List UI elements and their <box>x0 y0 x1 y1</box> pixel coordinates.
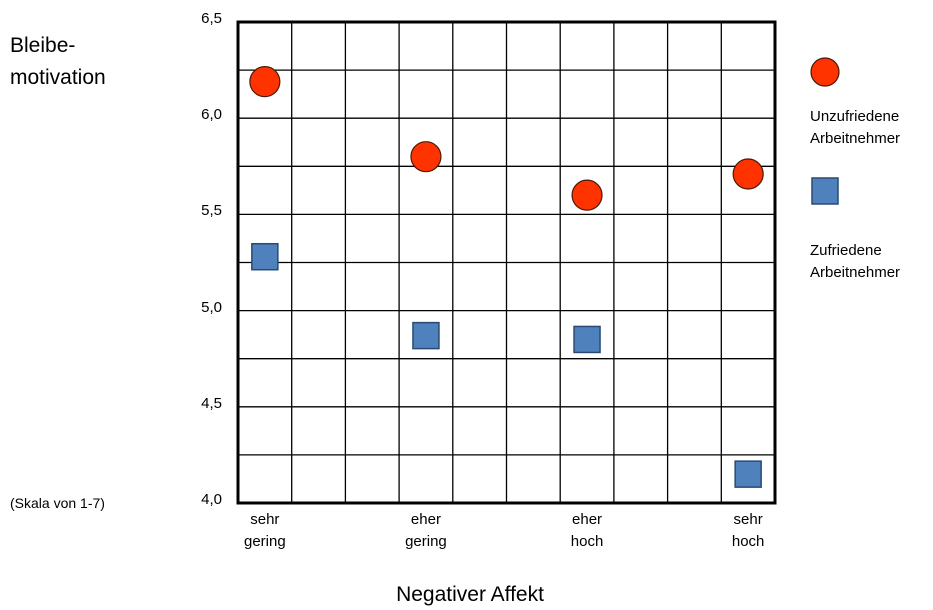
x-tick-label-line: hoch <box>570 533 604 550</box>
x-tick-label-line: hoch <box>731 533 765 550</box>
legend-marker-unzufriedene <box>810 57 840 87</box>
y-tick-label: 6,5 <box>201 10 222 27</box>
x-tick-label: eher hoch <box>552 509 622 553</box>
x-tick-label-line: gering <box>243 533 286 550</box>
legend-label-line: Zufriedene <box>810 242 882 259</box>
data-point-zufriedene <box>251 242 279 271</box>
data-point-unzufriedene <box>571 179 603 211</box>
legend-label-line: Arbeitnehmer <box>810 264 901 281</box>
y-tick-label: 4,0 <box>201 491 222 508</box>
data-point-unzufriedene <box>732 158 764 190</box>
legend-label-unzufriedene: Unzufriedene Arbeitnehmer <box>810 106 900 150</box>
y-tick-label: 5,5 <box>201 202 222 220</box>
data-point-unzufriedene <box>249 66 281 98</box>
x-tick-label-line: eher <box>572 511 603 528</box>
x-tick-label-line: sehr <box>250 511 280 528</box>
x-tick-label-line: gering <box>405 533 447 550</box>
data-point-zufriedene <box>573 325 601 354</box>
data-point-unzufriedene <box>410 141 442 173</box>
y-axis-title: Bleibe- motivation <box>10 30 106 94</box>
x-tick-label: sehr gering <box>230 509 300 553</box>
y-tick-label: 4,5 <box>201 394 222 412</box>
data-point-zufriedene <box>734 460 762 488</box>
x-tick-label-line: eher <box>410 511 441 528</box>
legend-label-line: Arbeitnehmer <box>810 130 901 147</box>
legend-label-zufriedene: Zufriedene Arbeitnehmer <box>810 240 900 284</box>
plot-frame <box>236 20 777 505</box>
data-point-zufriedene <box>412 321 440 350</box>
legend-label-line: Unzufriedene <box>810 108 900 125</box>
y-axis-title-line-1: Bleibe- <box>10 34 76 57</box>
legend-marker-zufriedene <box>811 177 839 205</box>
x-axis-title: Negativer Affekt <box>396 583 544 606</box>
y-axis-title-line-2: motivation <box>10 66 106 89</box>
y-axis-scale-note: (Skala von 1-7) <box>10 495 105 511</box>
x-tick-label: sehr hoch <box>713 509 783 553</box>
x-tick-label-line: sehr <box>733 511 763 528</box>
y-tick-label: 6,0 <box>201 106 222 124</box>
y-tick-label: 5,0 <box>201 298 222 316</box>
x-tick-label: eher gering <box>391 509 461 553</box>
